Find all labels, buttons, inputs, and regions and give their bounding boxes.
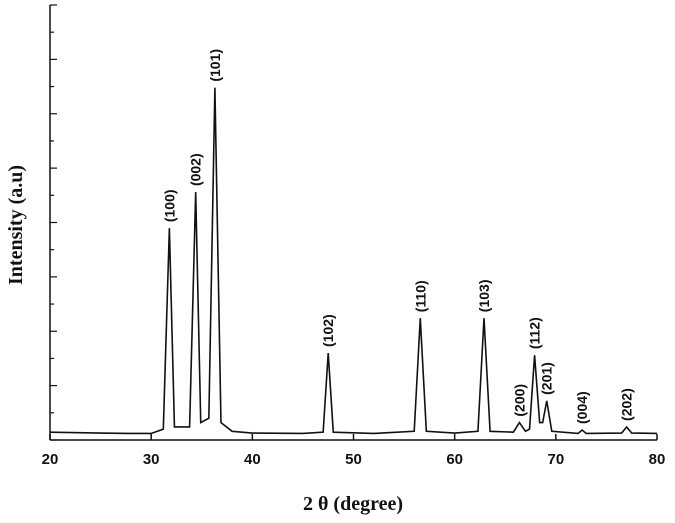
peak-label: (102) [320, 314, 336, 347]
x-tick-label: 40 [244, 451, 261, 468]
peak-label: (110) [412, 280, 428, 312]
peak-label: (101) [207, 49, 223, 82]
x-axis-title: 2 θ (degree) [303, 493, 403, 515]
peak-label: (103) [476, 280, 492, 313]
peak-label: (201) [539, 362, 555, 395]
xrd-line [49, 87, 658, 435]
peak-label: (112) [527, 317, 543, 349]
x-tick-label: 30 [143, 451, 160, 468]
x-tick-label: 50 [345, 451, 362, 468]
peak-label: (100) [161, 189, 177, 222]
peak-label: (004) [574, 391, 590, 424]
x-tick-label: 80 [649, 451, 666, 468]
peak-label: (200) [511, 384, 527, 417]
peak-label: (202) [619, 388, 635, 421]
y-axis-title: Intensity (a.u) [5, 165, 27, 285]
x-tick-label: 20 [42, 451, 59, 468]
peak-label: (002) [188, 153, 204, 186]
x-tick-label: 60 [446, 451, 463, 468]
x-tick-label: 70 [547, 451, 564, 468]
